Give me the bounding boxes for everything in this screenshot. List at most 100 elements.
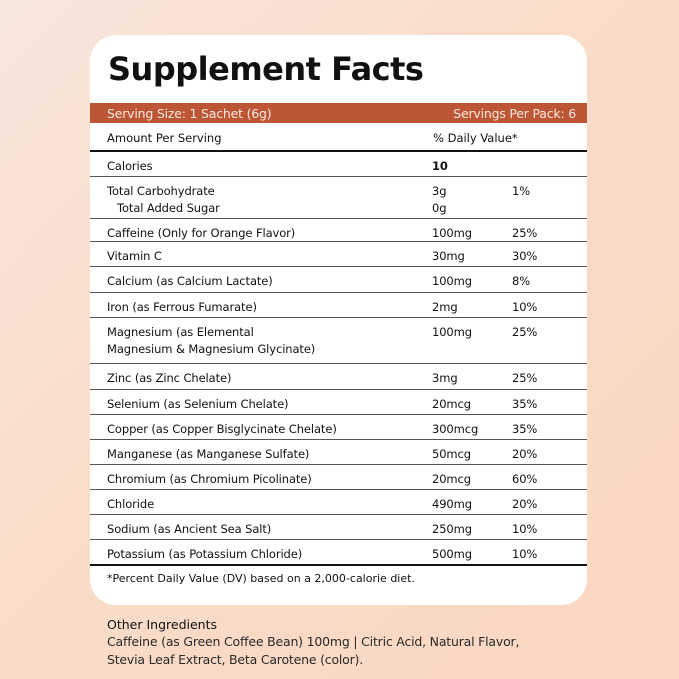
nutrient-name: Manganese (as Manganese Sulfate) <box>107 446 309 463</box>
nutrient-label: Manganese (as Manganese Sulfate) <box>107 447 310 461</box>
serving-size: Serving Size: 1 Sachet (6g) <box>107 105 272 121</box>
nutrient-label: Vitamin C <box>107 249 162 263</box>
amount-value: 2mg <box>432 300 458 314</box>
nutrient-label: Caffeine (Only for Orange Flavor) <box>107 226 296 240</box>
amount-value: 100mg <box>432 274 472 288</box>
nutrient-name: Copper (as Copper Bisglycinate Chelate) <box>107 421 337 438</box>
nutrient-label: Chloride <box>107 497 155 511</box>
amount-value: 3g <box>432 184 447 198</box>
nutrient-daily-value: 10% <box>512 547 538 561</box>
nutrient-daily-value: 10% <box>512 522 538 536</box>
table-row: Manganese (as Manganese Sulfate) 50mcg 20% <box>90 440 587 465</box>
nutrient-label: Calories <box>107 159 153 173</box>
nutrient-daily-value: 25% <box>512 226 538 240</box>
amount-value: 10 <box>432 159 448 173</box>
other-ingredients-line-1: Caffeine (as Green Coffee Bean) 100mg | … <box>107 634 520 649</box>
nutrient-daily-value: 8% <box>512 274 531 288</box>
nutrient-daily-value: 35% <box>512 422 538 436</box>
amount-value: 250mg <box>432 522 472 536</box>
nutrient-name: Caffeine (Only for Orange Flavor) <box>107 225 295 242</box>
table-row: Copper (as Copper Bisglycinate Chelate) 3… <box>90 415 587 440</box>
amount-value: 100mg <box>432 325 472 339</box>
nutrient-daily-value: 25% <box>512 325 538 339</box>
nutrient-daily-value: 25% <box>512 371 538 385</box>
nutrient-name: Total Carbohydrate Total Added Sugar <box>107 183 220 217</box>
table-row: Zinc (as Zinc Chelate) 3mg 25% <box>90 364 587 390</box>
nutrient-amount: 490mg <box>432 496 472 513</box>
nutrient-table: Calories 10 Total Carbohydrate Total Added … <box>90 152 587 566</box>
amount-value: 3mg <box>432 371 458 385</box>
nutrient-amount: 100mg <box>432 324 472 341</box>
nutrient-sub-label: Total Added Sugar <box>117 201 220 215</box>
nutrient-label: Selenium (as Selenium Chelate) <box>107 397 289 411</box>
nutrient-name: Sodium (as Ancient Sea Salt) <box>107 521 271 538</box>
table-header: Amount Per Serving % Daily Value* <box>90 123 587 152</box>
nutrient-label: Sodium (as Ancient Sea Salt) <box>107 522 272 536</box>
nutrient-amount: 20mcg <box>432 396 471 413</box>
nutrient-name: Chromium (as Chromium Picolinate) <box>107 471 312 488</box>
nutrient-daily-value: 1% <box>512 184 531 198</box>
amount-value: 30mg <box>432 249 465 263</box>
nutrient-amount: 2mg <box>432 299 458 316</box>
nutrient-amount: 250mg <box>432 521 472 538</box>
nutrient-label: Calcium (as Calcium Lactate) <box>107 274 273 288</box>
panel-title: Supplement Facts <box>108 50 424 88</box>
nutrient-name: Zinc (as Zinc Chelate) <box>107 370 231 387</box>
nutrient-name: Calories <box>107 158 153 175</box>
supplement-facts-panel: Supplement Facts Serving Size: 1 Sachet … <box>90 35 587 605</box>
nutrient-name: Selenium (as Selenium Chelate) <box>107 396 289 413</box>
nutrient-name: Iron (as Ferrous Fumarate) <box>107 299 257 316</box>
table-row: Magnesium (as Elemental Magnesium & Magne… <box>90 318 587 364</box>
servings-per-pack: Servings Per Pack: 6 <box>453 105 576 121</box>
daily-value-label: % Daily Value* <box>433 131 518 145</box>
table-row: Vitamin C 30mg 30% <box>90 242 587 267</box>
table-row: Iron (as Ferrous Fumarate) 2mg 10% <box>90 293 587 318</box>
sub-amount-value: 0g <box>432 201 447 215</box>
amount-value: 20mcg <box>432 472 471 486</box>
amount-per-serving-label: Amount Per Serving <box>107 131 222 145</box>
nutrient-amount: 3mg <box>432 370 458 387</box>
nutrient-label: Potassium (as Potassium Chloride) <box>107 547 303 561</box>
nutrient-amount: 500mg <box>432 546 472 563</box>
amount-value: 500mg <box>432 547 472 561</box>
nutrient-amount: 30mg <box>432 248 465 265</box>
nutrient-amount: 100mg <box>432 225 472 242</box>
table-row: Selenium (as Selenium Chelate) 20mcg 35% <box>90 390 587 415</box>
table-row: Calcium (as Calcium Lactate) 100mg 8% <box>90 267 587 293</box>
amount-value: 50mcg <box>432 447 471 461</box>
nutrient-daily-value: 35% <box>512 397 538 411</box>
table-row: Sodium (as Ancient Sea Salt) 250mg 10% <box>90 515 587 540</box>
amount-value: 490mg <box>432 497 472 511</box>
nutrient-amount: 20mcg <box>432 471 471 488</box>
amount-value: 100mg <box>432 226 472 240</box>
nutrient-amount: 10 <box>432 158 448 175</box>
amount-value: 300mcg <box>432 422 479 436</box>
other-ingredients-heading: Other Ingredients <box>107 617 217 632</box>
table-row: Chromium (as Chromium Picolinate) 20mcg 60… <box>90 465 587 490</box>
nutrient-sub-label: Magnesium & Magnesium Glycinate) <box>107 342 316 356</box>
nutrient-amount: 50mcg <box>432 446 471 463</box>
amount-value: 20mcg <box>432 397 471 411</box>
other-ingredients: Other Ingredients Caffeine (as Green Cof… <box>107 617 587 669</box>
table-row: Chloride 490mg 20% <box>90 490 587 515</box>
nutrient-name: Chloride <box>107 496 154 513</box>
nutrient-daily-value: 10% <box>512 300 538 314</box>
nutrient-label: Zinc (as Zinc Chelate) <box>107 371 232 385</box>
daily-value-footnote: *Percent Daily Value (DV) based on a 2,0… <box>107 572 415 585</box>
table-row: Total Carbohydrate Total Added Sugar 3g 0g 1… <box>90 177 587 219</box>
nutrient-name: Calcium (as Calcium Lactate) <box>107 273 273 290</box>
nutrient-label: Total Carbohydrate <box>107 184 215 198</box>
nutrient-amount: 100mg <box>432 273 472 290</box>
nutrient-label: Copper (as Copper Bisglycinate Chelate) <box>107 422 337 436</box>
nutrient-amount: 300mcg <box>432 421 478 438</box>
nutrient-label: Iron (as Ferrous Fumarate) <box>107 300 257 314</box>
nutrient-daily-value: 30% <box>512 249 538 263</box>
nutrient-daily-value: 60% <box>512 472 538 486</box>
nutrient-label: Chromium (as Chromium Picolinate) <box>107 472 312 486</box>
table-row: Caffeine (Only for Orange Flavor) 100mg 25… <box>90 219 587 242</box>
nutrient-daily-value: 20% <box>512 497 538 511</box>
nutrient-daily-value: 20% <box>512 447 538 461</box>
nutrient-name: Vitamin C <box>107 248 162 265</box>
serving-info-bar: Serving Size: 1 Sachet (6g) Servings Per… <box>90 103 587 123</box>
nutrient-name: Potassium (as Potassium Chloride) <box>107 546 302 563</box>
